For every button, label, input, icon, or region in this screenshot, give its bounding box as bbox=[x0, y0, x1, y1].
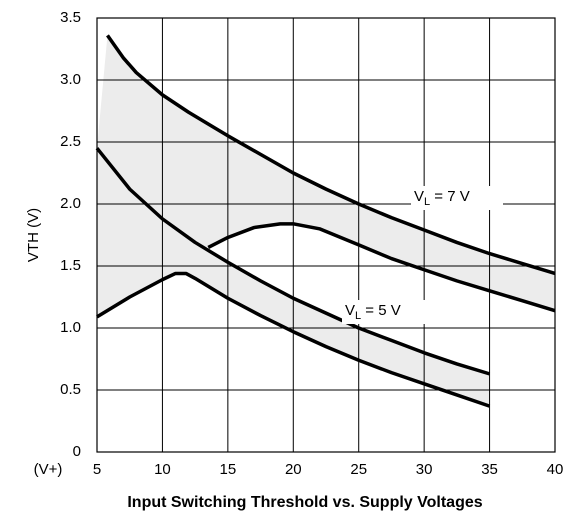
curve bbox=[106, 34, 556, 276]
plot-frame bbox=[96, 17, 556, 453]
y-tick-label: 2.5 bbox=[60, 133, 81, 150]
y-tick-label: 1.5 bbox=[60, 257, 81, 274]
annotation: VL = 5 V bbox=[345, 302, 401, 322]
x-unit-label: (V+) bbox=[34, 461, 63, 478]
curve bbox=[95, 147, 491, 376]
x-tick-label: 5 bbox=[93, 461, 101, 478]
annotation-main: V bbox=[414, 188, 424, 205]
curve bbox=[207, 222, 556, 313]
curve bbox=[96, 271, 491, 408]
x-tick-label: 35 bbox=[481, 461, 498, 478]
y-tick-label: 0 bbox=[73, 443, 81, 460]
annotation: VL = 7 V bbox=[414, 188, 470, 208]
annotation-sub: L bbox=[355, 310, 361, 322]
band bbox=[97, 35, 555, 311]
annotation-main: V bbox=[345, 302, 355, 319]
x-tick-label: 10 bbox=[154, 461, 171, 478]
annotation-sub: L bbox=[424, 196, 430, 208]
y-tick-label: 1.0 bbox=[60, 319, 81, 336]
x-tick-label: 40 bbox=[547, 461, 564, 478]
annotation-background bbox=[411, 186, 503, 210]
x-tick-label: 15 bbox=[220, 461, 237, 478]
y-tick-label: 0.5 bbox=[60, 381, 81, 398]
y-tick-label: 3.5 bbox=[60, 9, 81, 26]
annotation-rest: = 7 V bbox=[430, 188, 470, 205]
x-tick-label: 20 bbox=[285, 461, 302, 478]
x-tick-label: 25 bbox=[350, 461, 367, 478]
x-tick-label: 30 bbox=[416, 461, 433, 478]
annotation-background bbox=[342, 300, 434, 324]
y-tick-label: 2.0 bbox=[60, 195, 81, 212]
y-tick-label: 3.0 bbox=[60, 71, 81, 88]
y-axis-label: VTH (V) bbox=[25, 208, 42, 262]
chart-title: Input Switching Threshold vs. Supply Vol… bbox=[127, 494, 482, 511]
annotation-rest: = 5 V bbox=[361, 302, 401, 319]
